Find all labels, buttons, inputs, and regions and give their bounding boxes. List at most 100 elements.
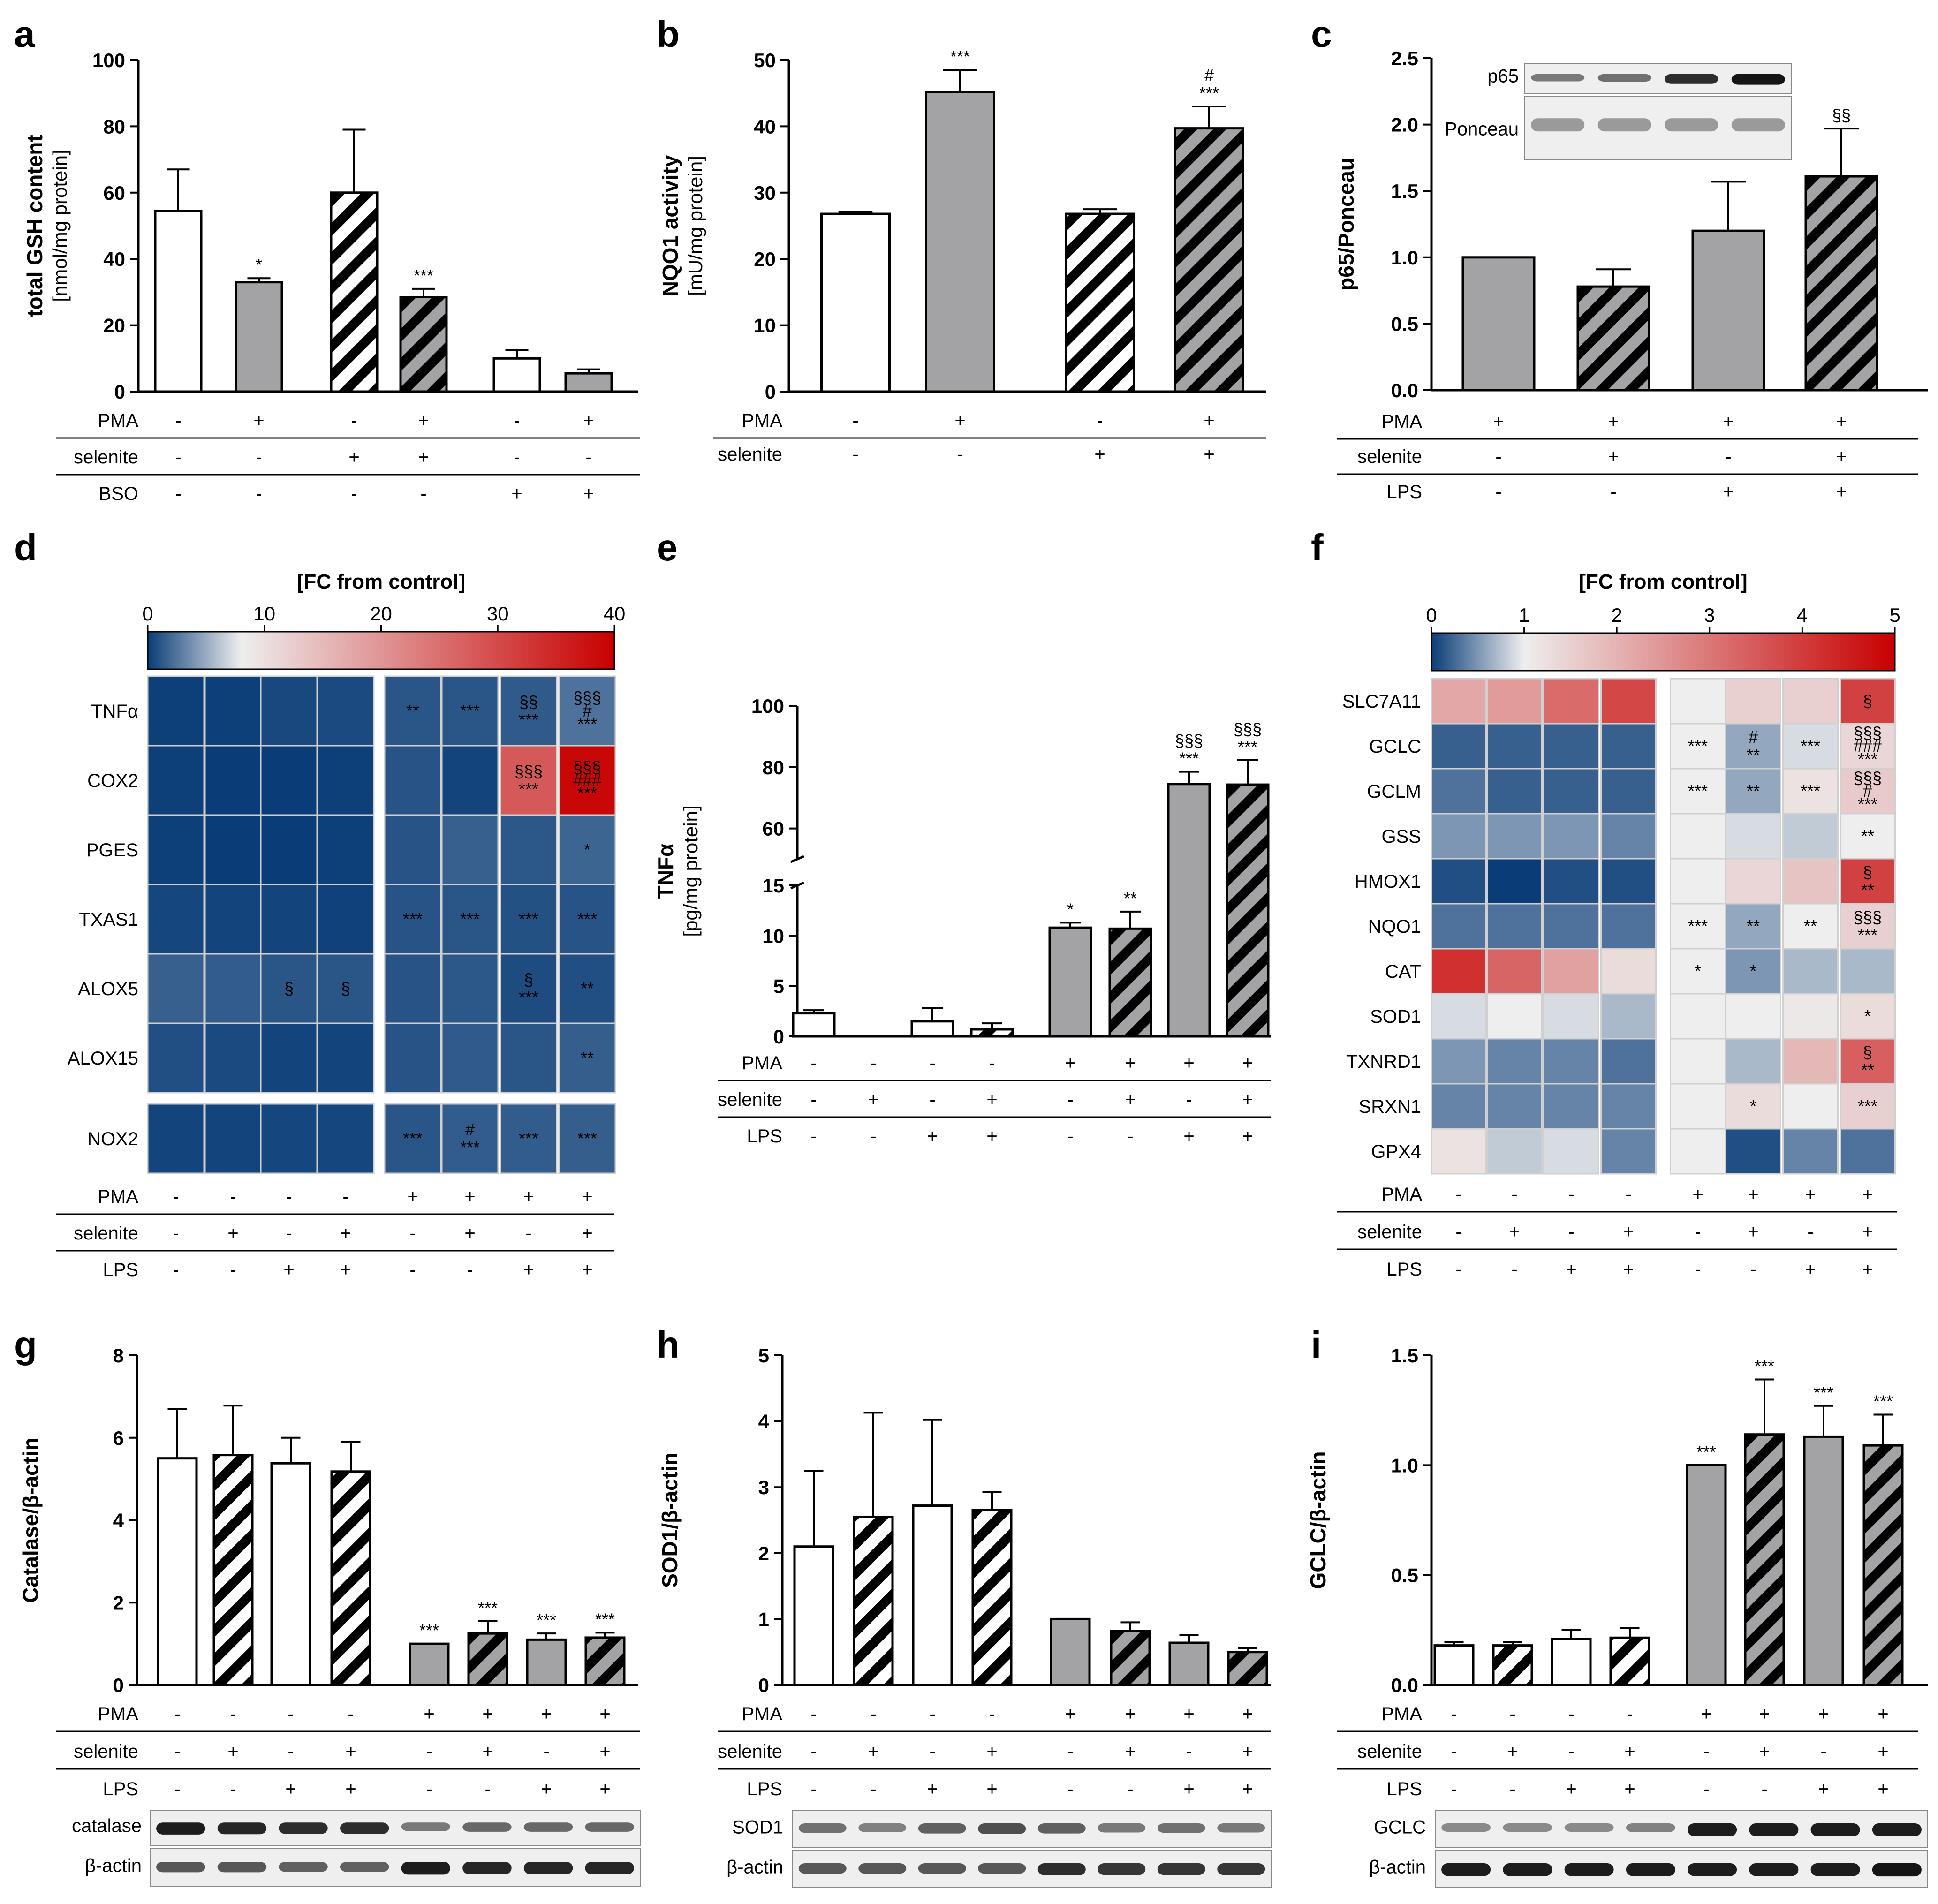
condition-value: - bbox=[929, 1741, 935, 1762]
condition-value: - bbox=[1568, 1704, 1574, 1724]
condition-label: PMA bbox=[742, 1053, 782, 1073]
blot-band bbox=[1872, 1863, 1922, 1877]
condition-label: PMA bbox=[98, 410, 138, 431]
condition-value: + bbox=[1509, 1222, 1520, 1242]
heatmap-cell bbox=[441, 675, 499, 747]
condition-value: + bbox=[464, 1223, 475, 1244]
heatmap-row-label: SLC7A11 bbox=[1342, 691, 1421, 712]
heatmap-significance: *** bbox=[1688, 781, 1708, 801]
blot-label: Ponceau bbox=[1445, 119, 1519, 140]
heatmap-cell bbox=[500, 814, 558, 885]
blot-band bbox=[918, 1823, 966, 1834]
condition-value: + bbox=[1836, 482, 1847, 502]
y-tick-label: 40 bbox=[754, 115, 776, 137]
y-tick-label: 60 bbox=[103, 182, 125, 204]
panel-label: d bbox=[14, 527, 37, 568]
condition-value: + bbox=[1877, 1779, 1888, 1799]
condition-value: - bbox=[810, 1704, 817, 1724]
condition-value: + bbox=[418, 410, 429, 431]
condition-value: - bbox=[1495, 446, 1501, 467]
heatmap-cell bbox=[441, 953, 499, 1024]
heatmap-cell bbox=[1543, 768, 1599, 815]
heatmap-cell bbox=[384, 745, 442, 816]
heatmap-cell bbox=[1670, 993, 1726, 1040]
condition-value: + bbox=[227, 1741, 238, 1762]
heatmap-cell bbox=[1725, 948, 1781, 995]
y-tick-label: 3 bbox=[758, 1476, 769, 1498]
heatmap-cell bbox=[1600, 723, 1657, 770]
significance-label: *** bbox=[1696, 1442, 1716, 1461]
heatmap-cell bbox=[1670, 1128, 1726, 1175]
condition-value: - bbox=[810, 1126, 817, 1147]
blot-frame bbox=[792, 1810, 1272, 1848]
condition-label: LPS bbox=[1386, 482, 1422, 502]
significance-label: *** bbox=[1755, 1357, 1774, 1376]
heatmap-significance: § bbox=[1863, 862, 1872, 882]
heatmap-cell bbox=[1840, 858, 1896, 905]
bar bbox=[1227, 1651, 1268, 1686]
bar bbox=[1167, 783, 1211, 1038]
heatmap-significance: * bbox=[584, 840, 590, 859]
heatmap-cell bbox=[260, 814, 318, 885]
heatmap-cell bbox=[384, 884, 442, 955]
heatmap-cell bbox=[1840, 678, 1896, 725]
colorbar-tick-label: 40 bbox=[604, 603, 626, 625]
condition-value: + bbox=[1493, 411, 1504, 432]
heatmap-cell bbox=[204, 675, 262, 747]
heatmap-cell bbox=[1486, 1038, 1543, 1085]
blot-band bbox=[1688, 1823, 1737, 1836]
condition-value: - bbox=[810, 1779, 817, 1799]
condition-value: - bbox=[1703, 1741, 1709, 1762]
condition-value: - bbox=[175, 447, 181, 468]
y-tick-label: 100 bbox=[92, 49, 125, 71]
heatmap-significance: *** bbox=[1858, 794, 1877, 814]
blot-label: catalase bbox=[72, 1816, 142, 1836]
heatmap-significance: §§§ bbox=[1854, 907, 1882, 927]
condition-value: - bbox=[1186, 1741, 1192, 1762]
y-axis-label: p65/Ponceau bbox=[1334, 158, 1358, 291]
condition-value: - bbox=[1127, 1126, 1133, 1147]
condition-value: - bbox=[230, 1186, 236, 1207]
condition-value: + bbox=[1624, 1741, 1635, 1762]
condition-value: + bbox=[1125, 1704, 1136, 1724]
significance-label: *** bbox=[1238, 737, 1257, 756]
bar bbox=[157, 1457, 198, 1686]
significance-label: *** bbox=[537, 1610, 556, 1630]
y-tick-label: 2.0 bbox=[1391, 114, 1418, 136]
condition-value: - bbox=[174, 1779, 180, 1799]
blot-band bbox=[1441, 1823, 1491, 1832]
condition-value: - bbox=[484, 1779, 491, 1799]
colorbar-tick-label: 30 bbox=[487, 603, 509, 625]
condition-value: + bbox=[599, 1741, 610, 1762]
heatmap-cell bbox=[1670, 678, 1726, 725]
blot-band bbox=[1872, 1823, 1922, 1836]
condition-label: LPS bbox=[1386, 1779, 1422, 1799]
heatmap-cell bbox=[1431, 1128, 1487, 1175]
bar bbox=[1174, 127, 1244, 393]
heatmap-significance: *** bbox=[577, 909, 597, 929]
condition-value: - bbox=[426, 1741, 432, 1762]
condition-value: - bbox=[351, 484, 357, 504]
panel-label: g bbox=[14, 1324, 37, 1366]
condition-value: - bbox=[1509, 1779, 1515, 1799]
blot-label: β-actin bbox=[1369, 1857, 1426, 1878]
condition-label: selenite bbox=[1357, 446, 1422, 467]
heatmap-cell bbox=[1670, 1038, 1726, 1085]
heatmap-significance: * bbox=[1695, 961, 1701, 981]
significance-label: §§ bbox=[1832, 106, 1851, 125]
condition-label: selenite bbox=[1357, 1741, 1422, 1762]
condition-value: - bbox=[1610, 482, 1616, 502]
heatmap-cell bbox=[1782, 723, 1839, 770]
condition-label: LPS bbox=[103, 1779, 138, 1799]
heatmap-cell bbox=[441, 814, 499, 885]
condition-value: - bbox=[1725, 446, 1731, 467]
heatmap-cell bbox=[1782, 948, 1839, 995]
significance-label: *** bbox=[1199, 83, 1219, 103]
condition-value: - bbox=[810, 1053, 817, 1073]
condition-value: - bbox=[870, 1126, 876, 1147]
condition-value: - bbox=[1127, 1779, 1133, 1799]
condition-value: + bbox=[1623, 1222, 1634, 1242]
condition-value: - bbox=[173, 1223, 179, 1244]
heatmap-cell bbox=[1543, 903, 1599, 950]
